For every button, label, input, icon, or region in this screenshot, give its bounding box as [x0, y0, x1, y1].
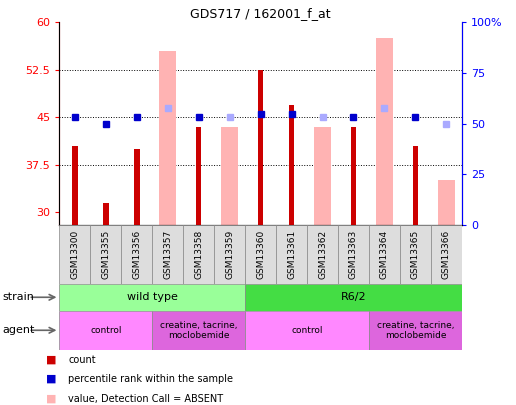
Text: GSM13358: GSM13358: [194, 230, 203, 279]
Bar: [134, 149, 139, 225]
Bar: [438, 181, 455, 225]
Text: GSM13359: GSM13359: [225, 230, 234, 279]
Text: ■: ■: [46, 374, 57, 384]
Text: GSM13356: GSM13356: [132, 230, 141, 279]
Bar: [59, 225, 90, 283]
Bar: [369, 311, 462, 350]
Bar: [400, 225, 431, 283]
Bar: [276, 225, 307, 283]
Bar: [59, 311, 152, 350]
Bar: [245, 225, 276, 283]
Bar: [314, 127, 331, 225]
Text: agent: agent: [3, 325, 35, 335]
Bar: [307, 225, 338, 283]
Text: GSM13363: GSM13363: [349, 230, 358, 279]
Bar: [289, 104, 294, 225]
Bar: [90, 225, 121, 283]
Text: count: count: [68, 355, 96, 364]
Bar: [59, 284, 245, 311]
Bar: [152, 225, 183, 283]
Bar: [103, 202, 108, 225]
Bar: [121, 225, 152, 283]
Text: wild type: wild type: [127, 292, 178, 302]
Text: ■: ■: [46, 394, 57, 403]
Bar: [159, 51, 176, 225]
Bar: [183, 225, 214, 283]
Text: GSM13365: GSM13365: [411, 230, 420, 279]
Bar: [245, 311, 369, 350]
Text: GSM13300: GSM13300: [70, 230, 79, 279]
Text: percentile rank within the sample: percentile rank within the sample: [68, 374, 233, 384]
Text: R6/2: R6/2: [341, 292, 366, 302]
Bar: [376, 38, 393, 225]
Bar: [351, 127, 356, 225]
Title: GDS717 / 162001_f_at: GDS717 / 162001_f_at: [190, 7, 331, 20]
Bar: [152, 311, 245, 350]
Bar: [196, 127, 201, 225]
Text: control: control: [90, 326, 122, 335]
Bar: [431, 225, 462, 283]
Bar: [221, 127, 238, 225]
Text: creatine, tacrine,
moclobemide: creatine, tacrine, moclobemide: [377, 321, 454, 340]
Bar: [338, 225, 369, 283]
Text: creatine, tacrine,
moclobemide: creatine, tacrine, moclobemide: [160, 321, 237, 340]
Text: control: control: [291, 326, 323, 335]
Text: strain: strain: [3, 292, 35, 302]
Text: ■: ■: [46, 355, 57, 364]
Bar: [413, 146, 418, 225]
Bar: [214, 225, 245, 283]
Text: GSM13364: GSM13364: [380, 230, 389, 279]
Text: GSM13361: GSM13361: [287, 230, 296, 279]
Text: GSM13355: GSM13355: [101, 230, 110, 279]
Text: GSM13366: GSM13366: [442, 230, 451, 279]
Text: GSM13362: GSM13362: [318, 230, 327, 279]
Bar: [258, 70, 263, 225]
Bar: [245, 284, 462, 311]
Text: value, Detection Call = ABSENT: value, Detection Call = ABSENT: [68, 394, 223, 403]
Bar: [72, 146, 77, 225]
Text: GSM13360: GSM13360: [256, 230, 265, 279]
Bar: [369, 225, 400, 283]
Text: GSM13357: GSM13357: [163, 230, 172, 279]
